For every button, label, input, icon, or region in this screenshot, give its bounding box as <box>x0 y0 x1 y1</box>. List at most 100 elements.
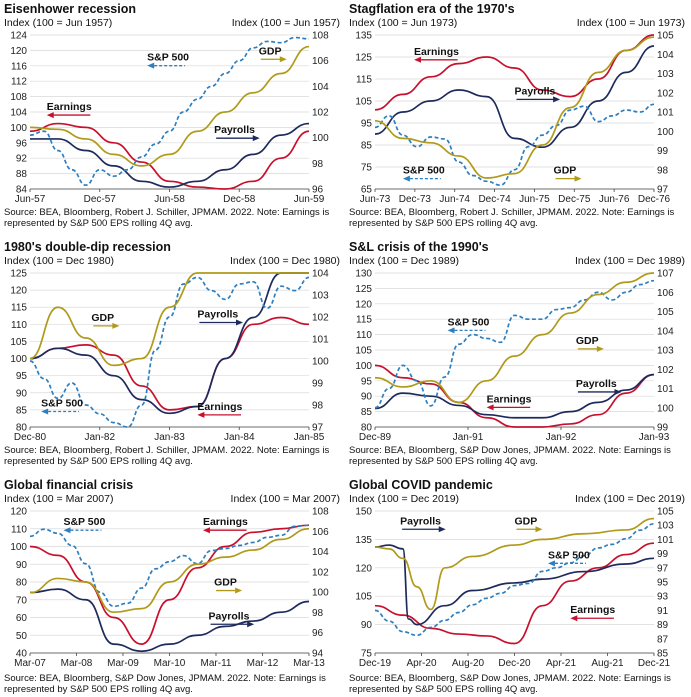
left-tick-label: 110 <box>11 524 27 535</box>
right-tick-label: 96 <box>312 185 324 196</box>
left-axis-label: Index (100 = Jun 1957) <box>4 17 113 29</box>
left-tick-label: 125 <box>355 284 372 295</box>
series-line-payrolls <box>374 45 655 149</box>
left-tick-label: 100 <box>355 361 372 372</box>
source-note: Source: BEA, Bloomberg, S&P Dow Jones, J… <box>349 673 687 695</box>
right-tick-label: 100 <box>312 133 329 144</box>
right-tick-label: 99 <box>657 549 669 560</box>
right-tick-label: 101 <box>657 535 674 546</box>
series-label: Earnings <box>203 516 248 528</box>
left-tick-label: 120 <box>10 286 27 297</box>
x-tick-label: Jun-57 <box>15 194 46 205</box>
left-tick-label: 125 <box>355 53 372 64</box>
left-tick-label: 105 <box>355 592 372 603</box>
series-label: Payrolls <box>576 378 617 390</box>
series-label: Payrolls <box>400 515 441 527</box>
left-tick-label: 116 <box>11 61 27 72</box>
x-tick-label: Dec-19 <box>359 658 392 669</box>
right-axis-label: Index (100 = Jun 1973) <box>576 17 685 29</box>
left-tick-label: 85 <box>16 405 28 416</box>
left-axis-label: Index (100 = Dec 1980) <box>4 255 115 267</box>
left-tick-label: 120 <box>355 563 372 574</box>
chart-title: S&L crisis of the 1990's <box>349 240 489 254</box>
left-tick-label: 130 <box>355 269 372 280</box>
left-tick-label: 60 <box>16 613 28 624</box>
right-tick-label: 99 <box>657 146 669 157</box>
x-tick-label: Dec-21 <box>638 658 671 669</box>
series-line-sp500 <box>374 279 655 409</box>
series-line-gdp <box>374 272 655 404</box>
right-tick-label: 94 <box>312 649 324 660</box>
x-tick-label: Dec-74 <box>478 194 511 205</box>
x-tick-label: Jun-75 <box>519 194 550 205</box>
right-axis-label: Index (100 = Dec 2019) <box>574 493 685 505</box>
source-line: Source: BEA, Bloomberg, S&P Dow Jones, J… <box>4 673 326 684</box>
arrow-left-icon <box>447 327 455 334</box>
right-tick-label: 97 <box>657 185 669 196</box>
source-note-line: represented by S&P 500 EPS rolling 4Q av… <box>349 456 538 467</box>
arrow-right-icon <box>112 322 120 329</box>
series-label: Earnings <box>487 393 532 405</box>
source-note: Source: BEA, Bloomberg, Robert J. Schill… <box>349 207 687 229</box>
right-tick-label: 89 <box>657 620 669 631</box>
arrow-left-icon <box>414 56 422 63</box>
source-note-line: represented by S&P 500 EPS rolling 4Q av… <box>349 684 538 695</box>
right-tick-label: 107 <box>657 269 674 280</box>
right-tick-label: 100 <box>312 588 329 599</box>
right-tick-label: 108 <box>312 31 329 42</box>
right-axis-label: Index (100 = Dec 1980) <box>229 255 340 267</box>
series-line-gdp <box>29 272 309 367</box>
x-tick-label: Apr-20 <box>406 658 436 669</box>
left-tick-label: 105 <box>355 97 372 108</box>
right-tick-label: 102 <box>657 88 674 99</box>
source-line: Source: BEA, Bloomberg, Robert J. Schill… <box>349 207 675 218</box>
x-tick-label: Jun-58 <box>154 194 185 205</box>
left-tick-label: 80 <box>16 578 28 589</box>
right-tick-label: 102 <box>657 365 674 376</box>
right-tick-label: 102 <box>312 108 329 119</box>
line-chart: 40 50 60 70 80 90 100 110 120 94 96 98 100 102 104 106 1… <box>10 507 329 669</box>
right-tick-label: 106 <box>312 56 329 67</box>
x-tick-label: Dec-80 <box>14 432 47 443</box>
series-line-gdp <box>374 517 655 611</box>
line-chart: 75 90 105 120 135 150 85 87 89 91 93 95 97 99 101 103 10… <box>355 507 674 669</box>
right-tick-label: 105 <box>657 507 674 518</box>
left-tick-label: 85 <box>361 141 373 152</box>
left-tick-label: 115 <box>356 75 372 86</box>
right-tick-label: 91 <box>657 606 669 617</box>
right-tick-label: 96 <box>312 628 324 639</box>
right-tick-label: 106 <box>657 288 674 299</box>
x-tick-label: Mar-09 <box>107 658 139 669</box>
arrow-right-icon <box>574 175 582 182</box>
source-line: Source: BEA, Bloomberg, Robert J. Schill… <box>4 207 330 218</box>
source-note-line: represented by S&P 500 EPS rolling 4Q av… <box>4 218 193 229</box>
left-tick-label: 95 <box>361 376 373 387</box>
x-tick-label: Jun-59 <box>294 194 325 205</box>
x-tick-label: Dec-76 <box>638 194 671 205</box>
left-tick-label: 110 <box>356 330 372 341</box>
left-tick-label: 40 <box>16 649 28 660</box>
x-tick-label: Jan-92 <box>546 432 577 443</box>
line-chart: 65 75 85 95 105 115 125 135 97 98 99 100 101 102 103 10… <box>355 31 674 205</box>
right-tick-label: 104 <box>312 82 329 93</box>
source-line: Source: BEA, Bloomberg, S&P Dow Jones, J… <box>349 445 671 456</box>
series-label: S&P 500 <box>63 516 105 528</box>
right-tick-label: 101 <box>657 384 674 395</box>
x-tick-label: Aug-20 <box>452 658 485 669</box>
x-tick-label: Dec-58 <box>223 194 256 205</box>
left-tick-label: 90 <box>16 560 28 571</box>
source-note-line: represented by S&P 500 EPS rolling 4Q av… <box>4 456 193 467</box>
series-label: GDP <box>259 45 282 57</box>
right-tick-label: 101 <box>312 335 329 346</box>
arrow-left-icon <box>197 411 205 418</box>
left-tick-label: 92 <box>16 154 28 165</box>
source-note: Source: BEA, Bloomberg, Robert J. Schill… <box>4 207 342 229</box>
right-tick-label: 102 <box>312 567 329 578</box>
source-note-line: represented by S&P 500 EPS rolling 4Q av… <box>349 218 538 229</box>
right-axis-label: Index (100 = Mar 2007) <box>230 493 340 505</box>
x-tick-label: Mar-12 <box>247 658 279 669</box>
arrow-right-icon <box>235 587 243 594</box>
source-note: Source: BEA, Bloomberg, S&P Dow Jones, J… <box>349 445 687 467</box>
right-tick-label: 101 <box>657 108 674 119</box>
x-tick-label: Jan-83 <box>154 432 185 443</box>
